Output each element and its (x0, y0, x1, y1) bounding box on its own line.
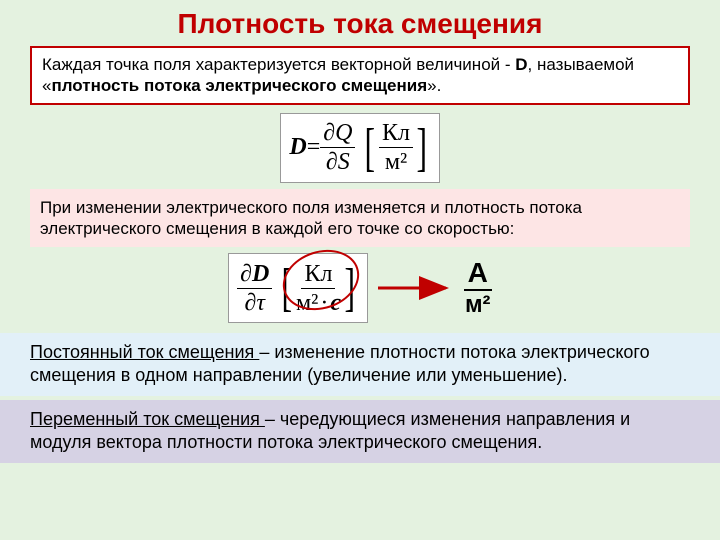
formula-2: ∂D ∂τ [ Кл м²·с ] (228, 253, 367, 323)
denominator: ∂τ (245, 290, 265, 316)
unit-den: м²·с (296, 289, 341, 315)
unit-num: А (464, 259, 492, 291)
formula-1-row: D = ∂Q ∂S [ Кл м² ] (0, 113, 720, 183)
formula-2-wrap: ∂D ∂τ [ Кл м²·с ] (228, 253, 367, 323)
term-underline: Переменный ток смещения (30, 409, 265, 429)
unit-fraction: Кл м²·с (296, 262, 341, 315)
numerator: ∂D (240, 261, 269, 287)
definition-box: Каждая точка поля характеризуется вектор… (30, 46, 690, 105)
slide-title: Плотность тока смещения (0, 0, 720, 46)
formula-2-row: ∂D ∂τ [ Кл м²·с ] А (0, 253, 720, 323)
bracket-left: [ (282, 258, 293, 318)
text: ». (427, 76, 441, 95)
explanation-box: При изменении электрического поля изменя… (30, 189, 690, 248)
bracket-left: [ (365, 118, 376, 178)
term-underline: Постоянный ток смещения (30, 342, 259, 362)
unit-num: Кл (379, 121, 413, 148)
text: Каждая точка поля характеризуется вектор… (42, 55, 515, 74)
symbol-D: D (515, 55, 527, 74)
unit-fraction: Кл м² (379, 121, 413, 174)
fraction: ∂D ∂τ (237, 262, 272, 315)
unit-num: Кл (301, 262, 335, 289)
arrow-icon (376, 273, 456, 303)
numerator: ∂Q (323, 120, 352, 146)
constant-current-box: Постоянный ток смещения – изменение плот… (0, 333, 720, 396)
eq: = (307, 134, 321, 161)
alternating-current-box: Переменный ток смещения – чередующиеся и… (0, 400, 720, 463)
slide: Плотность тока смещения Каждая точка пол… (0, 0, 720, 540)
bracket-right: ] (417, 118, 428, 178)
bracket-right: ] (345, 258, 356, 318)
unit-ampere-per-m2: А м² (464, 259, 492, 317)
formula-1: D = ∂Q ∂S [ Кл м² ] (280, 113, 439, 183)
fraction: ∂Q ∂S (320, 121, 355, 174)
unit-den: м² (465, 291, 491, 317)
lhs: D (289, 134, 306, 161)
unit-den: м² (385, 148, 407, 174)
term-bold: плотность потока электрического смещения (51, 76, 427, 95)
denominator: ∂S (326, 149, 350, 175)
